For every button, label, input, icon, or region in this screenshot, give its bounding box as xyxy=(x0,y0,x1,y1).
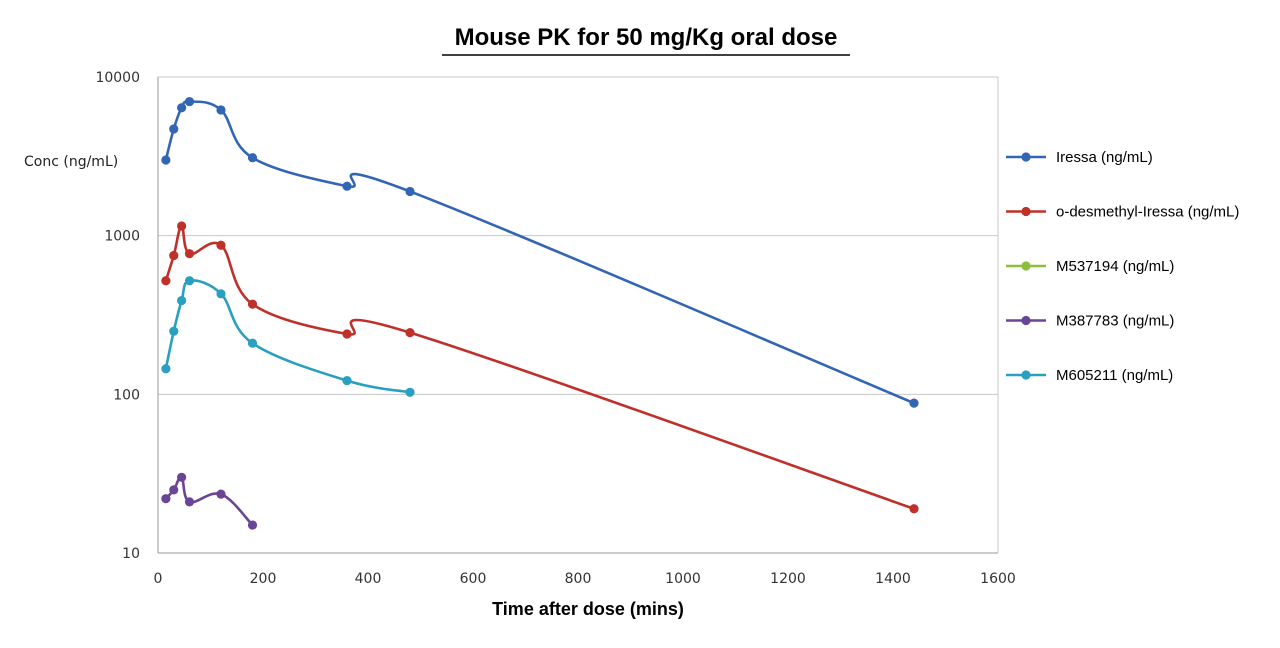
series-lines xyxy=(161,96,919,530)
data-point xyxy=(405,327,415,338)
data-point xyxy=(216,105,226,115)
data-point xyxy=(216,240,226,250)
data-point xyxy=(177,295,187,306)
x-tick-label: 800 xyxy=(565,571,592,587)
data-point xyxy=(177,103,187,113)
data-point xyxy=(909,504,919,514)
legend-marker xyxy=(1021,370,1031,380)
series-line xyxy=(164,279,411,394)
series-3 xyxy=(161,472,258,530)
data-point xyxy=(169,124,179,134)
data-point xyxy=(247,153,258,163)
y-tick-label: 1000 xyxy=(104,229,140,245)
legend-item: M537194 (ng/mL) xyxy=(1006,258,1174,275)
data-point xyxy=(184,96,195,107)
series-0 xyxy=(161,96,919,408)
data-point xyxy=(405,186,415,197)
grid-lines xyxy=(158,76,998,554)
x-tick-label: 1600 xyxy=(980,571,1016,587)
tick-labels: 10 100 1000 10000 0 200 400 600 800 1000 1200 1400 1… xyxy=(95,70,1015,587)
data-point xyxy=(169,485,179,495)
data-point xyxy=(184,249,195,259)
data-point xyxy=(247,338,258,348)
legend-marker xyxy=(1021,261,1031,271)
data-point xyxy=(169,250,179,261)
data-point xyxy=(216,289,226,299)
x-tick-label: 200 xyxy=(250,571,277,587)
legend-item: M605211 (ng/mL) xyxy=(1006,367,1173,384)
legend-marker xyxy=(1021,206,1031,217)
chart-title: Mouse PK for 50 mg/Kg oral dose xyxy=(455,24,838,51)
data-point xyxy=(247,299,258,309)
series-1 xyxy=(161,221,919,514)
x-tick-label: 600 xyxy=(460,571,487,587)
legend-label: M537194 (ng/mL) xyxy=(1056,258,1174,275)
y-tick-label: 10000 xyxy=(95,70,140,86)
data-point xyxy=(342,376,352,386)
data-point xyxy=(405,387,415,397)
y-axis-label: Conc (ng/mL) xyxy=(24,154,118,170)
y-tick-label: 100 xyxy=(113,387,140,403)
x-axis-label: Time after dose (mins) xyxy=(492,599,684,619)
data-point xyxy=(184,276,195,286)
legend-item: Iressa (ng/mL) xyxy=(1006,149,1153,166)
legend-item: M387783 (ng/mL) xyxy=(1006,313,1174,330)
legend: Iressa (ng/mL) o-desmethyl-Iressa (ng/mL)… xyxy=(1006,149,1239,384)
data-point xyxy=(161,364,171,374)
data-point xyxy=(177,221,187,231)
legend-label: Iressa (ng/mL) xyxy=(1056,149,1153,166)
data-point xyxy=(161,494,171,504)
data-point xyxy=(169,326,179,336)
legend-label: M605211 (ng/mL) xyxy=(1056,367,1173,384)
x-tick-label: 1200 xyxy=(770,571,806,587)
x-tick-label: 0 xyxy=(154,571,163,587)
x-tick-label: 400 xyxy=(355,571,382,587)
data-point xyxy=(177,472,187,482)
x-tick-label: 1400 xyxy=(875,571,911,587)
data-point xyxy=(161,155,171,165)
legend-marker xyxy=(1021,315,1031,326)
data-point xyxy=(184,497,195,507)
data-point xyxy=(342,329,352,339)
y-tick-label: 10 xyxy=(122,546,140,562)
data-point xyxy=(161,276,171,286)
x-tick-label: 1000 xyxy=(665,571,701,587)
axes xyxy=(157,77,999,553)
series-4 xyxy=(161,276,415,397)
data-point xyxy=(342,181,352,191)
legend-marker xyxy=(1021,152,1031,162)
data-point xyxy=(247,520,258,530)
series-line xyxy=(164,475,254,526)
legend-item: o-desmethyl-Iressa (ng/mL) xyxy=(1006,204,1239,221)
legend-label: M387783 (ng/mL) xyxy=(1056,313,1174,330)
series-line xyxy=(164,224,915,510)
data-point xyxy=(909,398,919,408)
data-point xyxy=(216,489,226,499)
legend-label: o-desmethyl-Iressa (ng/mL) xyxy=(1056,204,1239,221)
